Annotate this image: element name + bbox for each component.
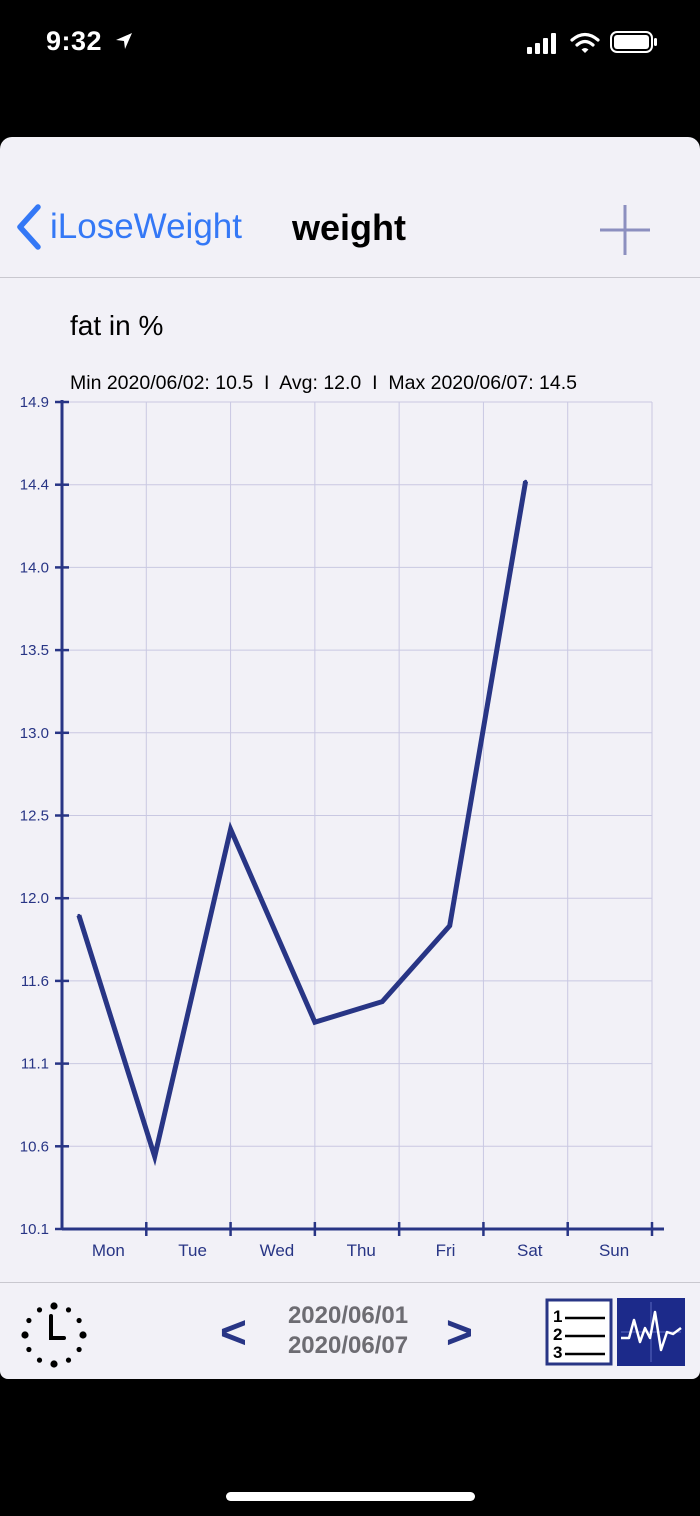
next-week-button[interactable]: > <box>446 1306 473 1358</box>
clock-dot <box>50 1360 58 1368</box>
clock-dot <box>79 1331 87 1339</box>
numbered-list-icon: 1 2 3 <box>545 1298 613 1366</box>
location-arrow-icon <box>116 33 133 49</box>
wifi-icon <box>569 32 600 53</box>
back-button[interactable]: iLoseWeight <box>16 202 242 252</box>
clock-dot <box>26 1346 32 1353</box>
x-tick-label: Thu <box>347 1241 376 1260</box>
data-point <box>229 827 233 831</box>
back-label: iLoseWeight <box>50 207 242 246</box>
y-tick-label: 11.1 <box>21 1056 49 1073</box>
y-tick-label: 11.6 <box>21 973 49 990</box>
clock-button[interactable] <box>18 1297 90 1369</box>
chart-title: fat in % <box>70 310 163 341</box>
clock-dot <box>65 1307 72 1313</box>
chart-axes: 14.9 14.4 14.0 13.5 13.0 12.5 12.0 11.6 11.1 10.6… <box>20 394 664 1260</box>
y-tick-label: 14.0 <box>20 559 49 576</box>
clock-dot <box>76 1346 82 1353</box>
data-point <box>380 1000 384 1004</box>
battery-icon <box>610 31 657 53</box>
fat-percent-line-chart: fat in % Min 2020/06/02: 10.5 I Avg: 12.… <box>20 310 664 1260</box>
chart-series <box>76 479 529 1167</box>
chevron-left-icon <box>17 204 41 250</box>
x-tick-label: Fri <box>436 1241 456 1260</box>
previous-week-button[interactable]: < <box>220 1306 247 1358</box>
x-tick-label: Tue <box>178 1241 207 1260</box>
clock-icon <box>21 1302 87 1368</box>
add-button[interactable] <box>598 203 652 257</box>
clock-dot <box>65 1357 72 1363</box>
navigation-bar: iLoseWeight weight <box>0 137 700 278</box>
data-point <box>77 913 81 917</box>
list-icon-number-1: 1 <box>553 1307 562 1326</box>
clock-dot <box>21 1331 29 1339</box>
graph-view-button[interactable] <box>617 1298 685 1366</box>
y-tick-label: 10.6 <box>20 1138 49 1155</box>
x-tick-label: Mon <box>92 1241 125 1260</box>
y-tick-label: 12.0 <box>20 890 49 907</box>
x-tick-label: Wed <box>260 1241 295 1260</box>
status-icons <box>527 30 660 59</box>
chart-grid <box>62 401 653 1230</box>
list-icon-number-3: 3 <box>553 1343 562 1362</box>
graph-icon <box>617 1298 685 1366</box>
data-point <box>448 924 452 928</box>
home-indicator <box>226 1492 475 1501</box>
list-icon-number-2: 2 <box>553 1325 562 1344</box>
x-tick-label: Sun <box>599 1241 629 1260</box>
y-tick-label: 14.4 <box>20 477 49 494</box>
chart-subtitle: Min 2020/06/02: 10.5 I Avg: 12.0 I Max 2… <box>70 372 577 394</box>
clock-dot <box>50 1302 58 1310</box>
status-time-text: 9:32 <box>46 26 103 56</box>
page-title: weight <box>292 207 406 248</box>
clock-dot <box>76 1317 82 1324</box>
y-tick-label: 13.5 <box>20 642 49 659</box>
clock-dot <box>26 1317 32 1324</box>
app-window: iLoseWeight weight fat in % Min 2020/06/… <box>0 137 700 1379</box>
signal-icon <box>527 33 557 54</box>
y-tick-label: 14.9 <box>20 394 49 411</box>
y-tick-label: 12.5 <box>20 808 49 825</box>
status-time: 9:32 <box>46 26 134 57</box>
date-range-end: 2020/06/07 <box>287 1332 409 1359</box>
data-point <box>153 1155 157 1159</box>
date-range: 2020/06/01 2020/06/07 <box>270 1301 426 1361</box>
status-bar: 9:32 <box>0 0 700 90</box>
bottom-toolbar: < 2020/06/01 2020/06/07 > 1 2 3 <box>0 1282 700 1379</box>
y-tick-label: 13.0 <box>20 725 49 742</box>
date-range-start: 2020/06/01 <box>287 1302 409 1329</box>
clock-dot <box>36 1307 43 1313</box>
plus-icon <box>600 205 650 255</box>
data-point <box>524 479 528 483</box>
list-view-button[interactable]: 1 2 3 <box>545 1298 613 1366</box>
clock-dot <box>36 1357 43 1363</box>
y-tick-label: 10.1 <box>20 1221 49 1238</box>
x-tick-label: Sat <box>517 1241 543 1260</box>
data-point <box>313 1020 317 1024</box>
